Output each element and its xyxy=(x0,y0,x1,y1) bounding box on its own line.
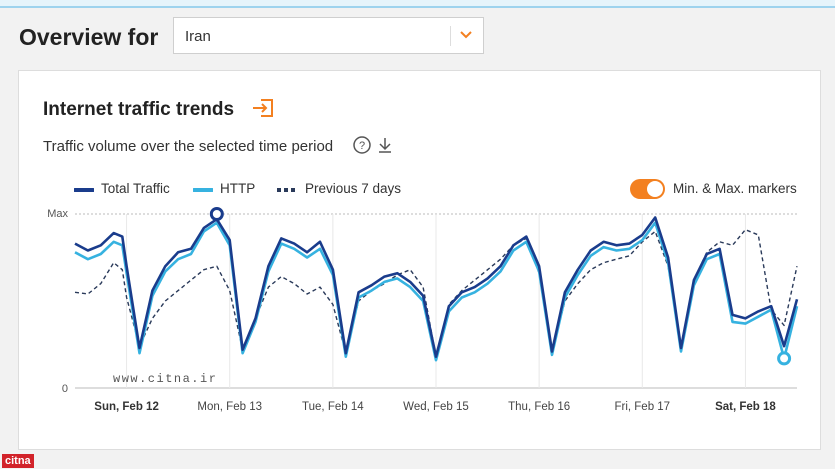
chart-markers xyxy=(209,207,792,366)
select-divider xyxy=(450,26,451,46)
watermark: www.citna.ir xyxy=(113,372,218,386)
min-max-toggle-label: Min. & Max. markers xyxy=(673,181,797,196)
x-tick-label: Tue, Feb 14 xyxy=(302,401,364,413)
legend-total[interactable]: Total Traffic xyxy=(73,181,170,196)
top-banner-strip xyxy=(0,0,835,8)
chart-series xyxy=(74,216,799,362)
legend-swatch-total xyxy=(73,181,95,196)
location-select[interactable]: Iran xyxy=(173,17,484,54)
page-title: Overview for xyxy=(19,24,159,50)
legend-label-previous: Previous 7 days xyxy=(305,181,402,196)
x-tick-label: Fri, Feb 17 xyxy=(614,401,670,413)
svg-text:?: ? xyxy=(359,140,365,152)
legend-label-total: Total Traffic xyxy=(101,181,170,196)
location-select-value: Iran xyxy=(185,28,211,45)
card-title: Internet traffic trends xyxy=(43,99,235,120)
y-tick-label-zero: 0 xyxy=(62,383,68,395)
min-max-toggle[interactable] xyxy=(630,179,665,199)
y-tick-label-max: Max xyxy=(47,208,68,220)
legend-previous[interactable]: Previous 7 days xyxy=(276,181,401,196)
toggle-knob xyxy=(647,181,663,197)
series-line-previous-7-days xyxy=(74,229,798,358)
x-tick-label: Wed, Feb 15 xyxy=(403,401,469,413)
traffic-trends-card: Internet traffic trends Traffic volume o… xyxy=(18,70,821,450)
legend-swatch-previous xyxy=(276,181,298,196)
x-tick-label: Sun, Feb 12 xyxy=(94,401,159,413)
open-panel-icon[interactable] xyxy=(252,98,274,123)
x-tick-labels: Sun, Feb 12 Mon, Feb 13 Tue, Feb 14 Wed, Fe… xyxy=(94,401,776,413)
x-tick-label: Mon, Feb 13 xyxy=(197,401,262,413)
card-subtitle: Traffic volume over the selected time pe… xyxy=(43,138,334,155)
legend-swatch-http xyxy=(192,181,214,196)
legend-label-http: HTTP xyxy=(220,181,256,196)
brand-logo: citna xyxy=(2,454,34,468)
series-line-total-traffic xyxy=(74,216,799,358)
x-tick-label: Thu, Feb 16 xyxy=(508,401,570,413)
download-icon[interactable] xyxy=(377,136,393,159)
chevron-down-icon[interactable] xyxy=(459,28,473,47)
max-marker xyxy=(209,207,224,221)
x-tick-label: Sat, Feb 18 xyxy=(715,401,776,413)
min-marker xyxy=(777,351,792,366)
legend-http[interactable]: HTTP xyxy=(192,181,256,196)
help-icon[interactable]: ? xyxy=(353,136,371,159)
